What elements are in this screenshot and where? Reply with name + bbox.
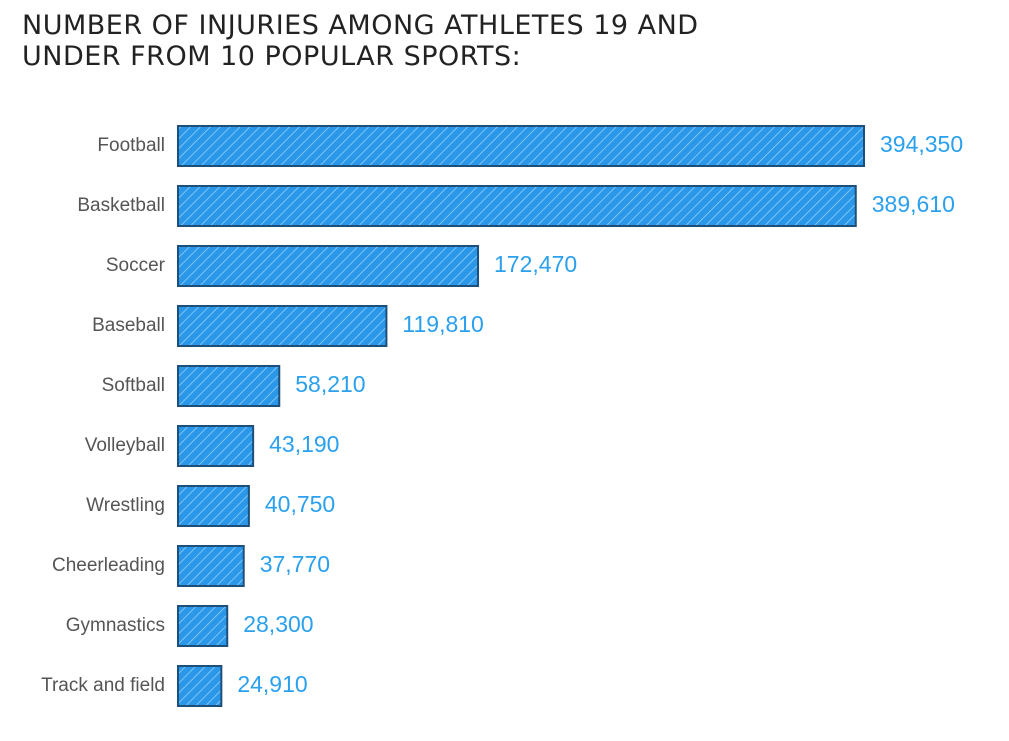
chart-title: NUMBER OF INJURIES AMONG ATHLETES 19 AND…: [22, 10, 922, 72]
bar: [177, 545, 245, 587]
value-label: 394,350: [880, 131, 963, 157]
bars-group: Football 394,350 Basketball 389,610 Soccer 17…: [41, 125, 963, 707]
category-label: Volleyball: [85, 435, 165, 456]
category-label: Baseball: [92, 315, 165, 336]
chart-title-line-2: UNDER FROM 10 POPULAR SPORTS:: [22, 41, 522, 72]
category-label: Wrestling: [86, 495, 165, 516]
bar: [177, 485, 250, 527]
value-label: 43,190: [269, 431, 339, 457]
value-label: 58,210: [295, 371, 365, 397]
value-label: 28,300: [243, 611, 313, 637]
value-label: 119,810: [402, 311, 483, 337]
category-label: Track and field: [41, 675, 165, 696]
value-label: 37,770: [260, 551, 330, 577]
category-label: Soccer: [106, 255, 166, 276]
bar: [177, 425, 255, 467]
bar: [177, 665, 223, 707]
chart-title-line-1: NUMBER OF INJURIES AMONG ATHLETES 19 AND: [22, 10, 699, 41]
category-label: Gymnastics: [66, 615, 165, 636]
category-label: Basketball: [77, 195, 165, 216]
value-label: 24,910: [237, 671, 307, 697]
value-label: 172,470: [494, 251, 577, 277]
bar: [177, 365, 281, 407]
category-label: Cheerleading: [52, 555, 165, 576]
bar: [177, 185, 857, 227]
bar: [177, 245, 480, 287]
bar: [177, 605, 229, 647]
bar: [177, 125, 865, 167]
value-label: 40,750: [265, 491, 335, 517]
category-label: Softball: [102, 375, 165, 396]
value-label: 389,610: [872, 191, 955, 217]
category-label: Football: [97, 135, 165, 156]
bar: [177, 305, 388, 347]
